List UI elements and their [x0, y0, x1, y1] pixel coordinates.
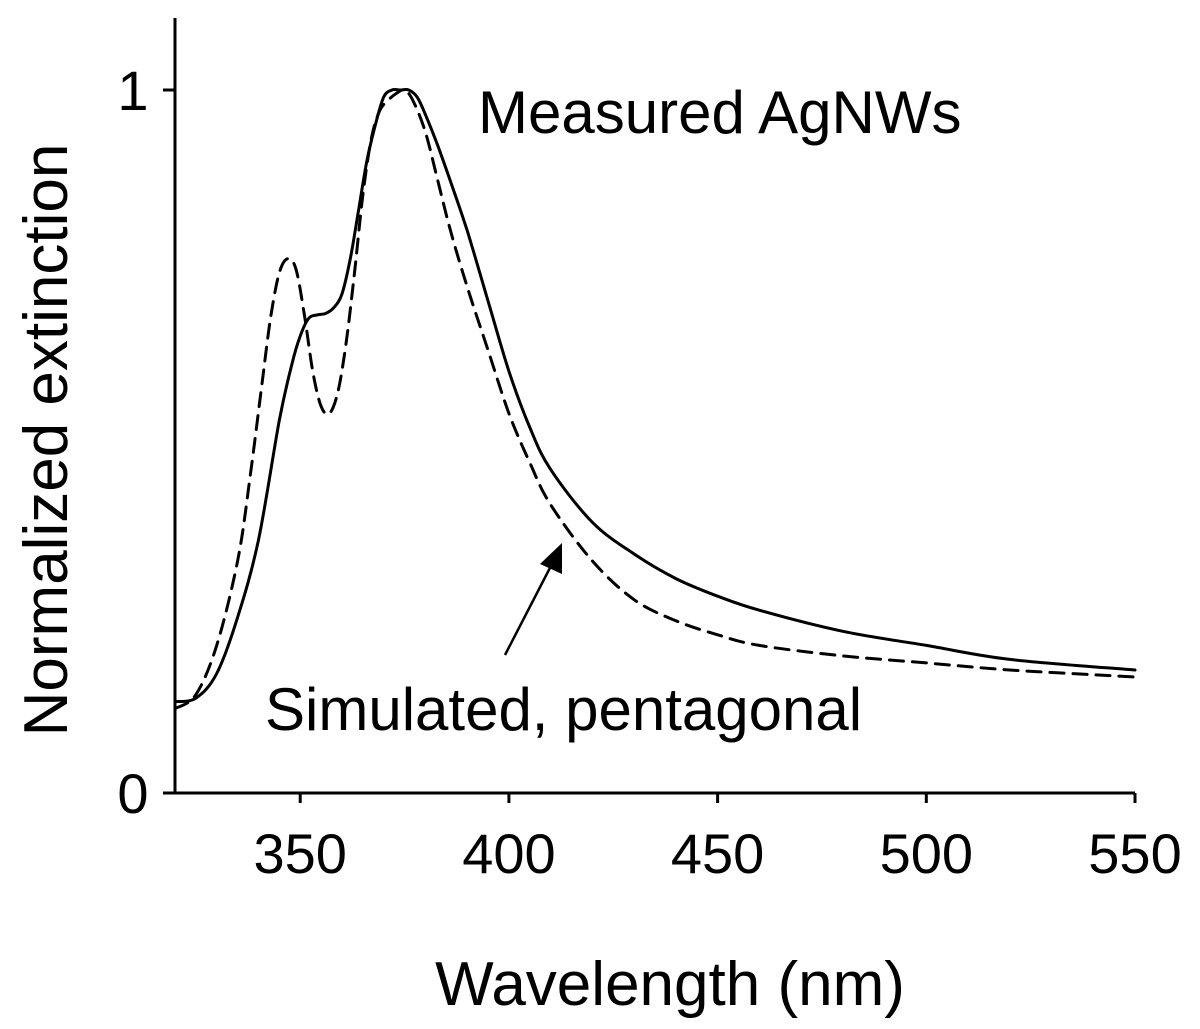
series-measured-line: [173, 87, 1137, 704]
ticks: 350 400 450 500 550 0 1: [117, 59, 1181, 885]
y-tick-label: 1: [117, 59, 148, 122]
annotation-simulated: Simulated, pentagonal: [265, 676, 862, 743]
x-tick-label: 550: [1088, 822, 1181, 885]
annotation-arrow-head: [540, 543, 562, 574]
y-tick-label: 0: [117, 762, 148, 825]
annotation-arrow: [503, 543, 562, 656]
x-tick-label: 400: [462, 822, 555, 885]
x-axis-title: Wavelength (nm): [435, 950, 905, 1019]
annotation-measured: Measured AgNWs: [478, 79, 962, 146]
x-tick-label: 500: [880, 822, 973, 885]
x-tick-label: 350: [253, 822, 346, 885]
series-simulated-line: [173, 88, 1137, 711]
axes: [173, 18, 1135, 795]
series-group: [173, 87, 1137, 711]
y-axis-title: Normalized extinction: [12, 144, 81, 737]
x-tick-label: 450: [671, 822, 764, 885]
annotation-arrow-shaft: [503, 561, 555, 656]
